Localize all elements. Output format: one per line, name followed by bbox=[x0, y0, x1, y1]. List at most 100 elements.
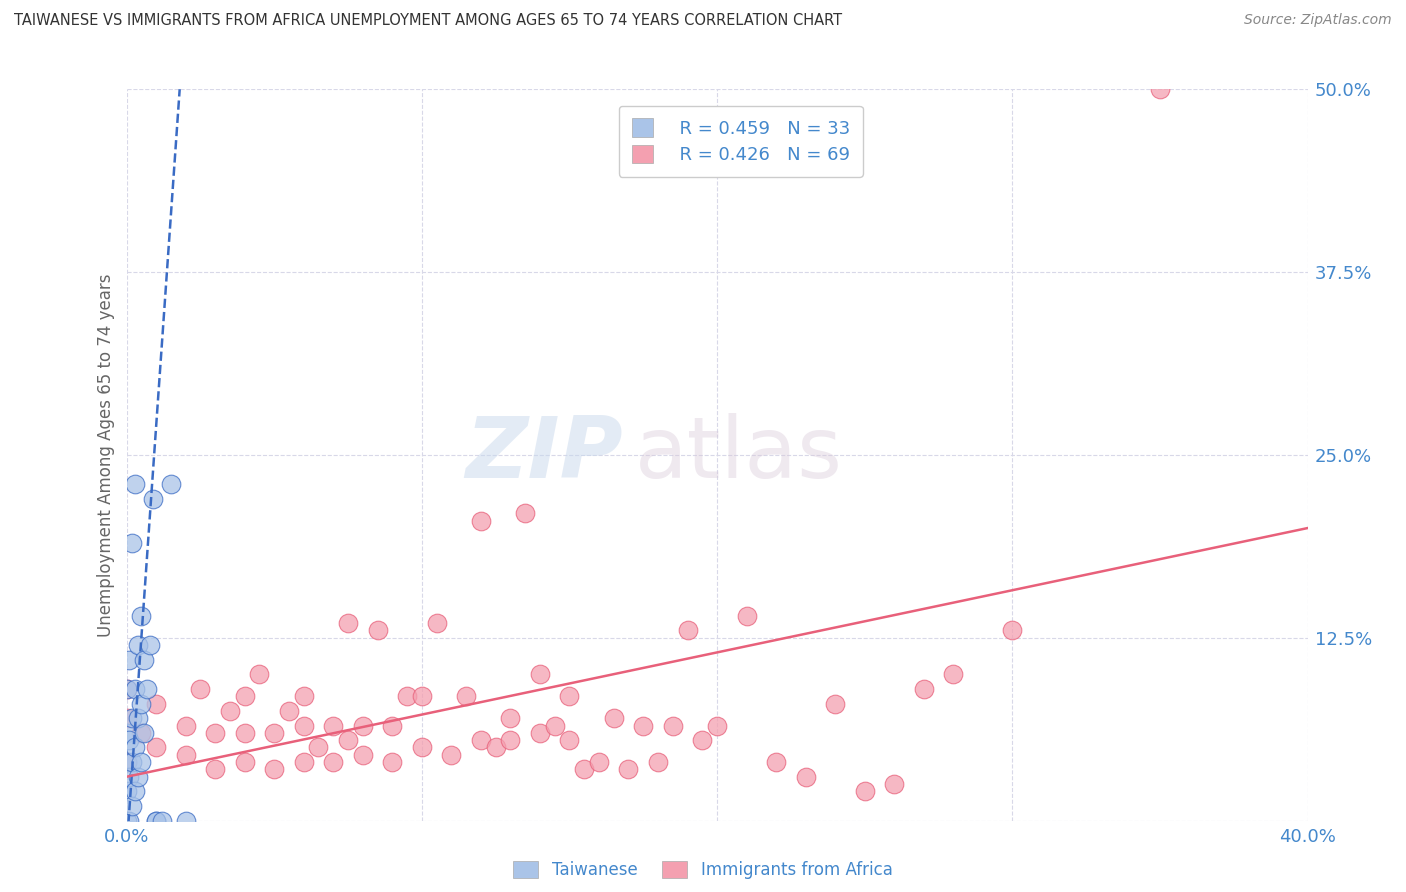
Point bbox=[121, 711, 143, 725]
Point bbox=[150, 814, 173, 828]
Point bbox=[735, 608, 758, 623]
Point bbox=[454, 690, 477, 704]
Point bbox=[676, 624, 699, 638]
Point bbox=[127, 770, 149, 784]
Point bbox=[470, 733, 492, 747]
Point bbox=[853, 784, 876, 798]
Point bbox=[558, 733, 581, 747]
Point bbox=[499, 733, 522, 747]
Point bbox=[174, 718, 197, 732]
Point bbox=[292, 755, 315, 769]
Point bbox=[129, 726, 153, 740]
Point bbox=[121, 799, 143, 814]
Point bbox=[515, 507, 537, 521]
Point bbox=[124, 477, 146, 491]
Point bbox=[233, 755, 256, 769]
Point bbox=[118, 770, 141, 784]
Point bbox=[794, 770, 817, 784]
Point bbox=[411, 690, 433, 704]
Point bbox=[145, 740, 167, 755]
Point bbox=[121, 535, 143, 549]
Point bbox=[558, 690, 581, 704]
Point bbox=[233, 726, 256, 740]
Point bbox=[690, 733, 713, 747]
Point bbox=[145, 814, 167, 828]
Point bbox=[134, 726, 156, 740]
Point bbox=[134, 653, 156, 667]
Text: ZIP: ZIP bbox=[465, 413, 623, 497]
Point bbox=[263, 763, 285, 777]
Point bbox=[706, 718, 728, 732]
Point bbox=[115, 755, 138, 769]
Point bbox=[617, 763, 640, 777]
Point bbox=[204, 763, 226, 777]
Point bbox=[396, 690, 419, 704]
Text: Source: ZipAtlas.com: Source: ZipAtlas.com bbox=[1244, 13, 1392, 28]
Point bbox=[159, 477, 183, 491]
Point bbox=[188, 681, 211, 696]
Point bbox=[381, 755, 404, 769]
Point bbox=[139, 638, 162, 652]
Point bbox=[118, 814, 141, 828]
Point bbox=[145, 814, 167, 828]
Point bbox=[142, 491, 165, 506]
Point bbox=[136, 681, 159, 696]
Point bbox=[129, 697, 153, 711]
Point bbox=[118, 733, 141, 747]
Text: TAIWANESE VS IMMIGRANTS FROM AFRICA UNEMPLOYMENT AMONG AGES 65 TO 74 YEARS CORRE: TAIWANESE VS IMMIGRANTS FROM AFRICA UNEM… bbox=[14, 13, 842, 29]
Point bbox=[129, 755, 153, 769]
Point bbox=[233, 690, 256, 704]
Legend: Taiwanese, Immigrants from Africa: Taiwanese, Immigrants from Africa bbox=[513, 861, 893, 880]
Point bbox=[121, 755, 143, 769]
Point bbox=[1001, 624, 1024, 638]
Point bbox=[174, 747, 197, 762]
Point bbox=[352, 718, 374, 732]
Point bbox=[292, 690, 315, 704]
Point bbox=[942, 667, 965, 681]
Point bbox=[824, 697, 846, 711]
Point bbox=[352, 747, 374, 762]
Point bbox=[883, 777, 905, 791]
Point bbox=[366, 624, 388, 638]
Point bbox=[263, 726, 285, 740]
Point bbox=[115, 784, 138, 798]
Point bbox=[115, 726, 138, 740]
Point bbox=[115, 681, 138, 696]
Point bbox=[118, 653, 141, 667]
Point bbox=[124, 784, 146, 798]
Point bbox=[912, 681, 935, 696]
Point bbox=[115, 711, 138, 725]
Point bbox=[588, 755, 610, 769]
Point bbox=[115, 681, 138, 696]
Point bbox=[574, 763, 596, 777]
Point bbox=[499, 711, 522, 725]
Point bbox=[124, 681, 146, 696]
Point bbox=[647, 755, 669, 769]
Point bbox=[307, 740, 329, 755]
Point bbox=[124, 740, 146, 755]
Point bbox=[543, 718, 565, 732]
Point bbox=[204, 726, 226, 740]
Legend:   R = 0.459   N = 33,   R = 0.426   N = 69: R = 0.459 N = 33, R = 0.426 N = 69 bbox=[619, 105, 862, 177]
Point bbox=[129, 608, 153, 623]
Point bbox=[322, 755, 344, 769]
Point bbox=[127, 638, 149, 652]
Y-axis label: Unemployment Among Ages 65 to 74 years: Unemployment Among Ages 65 to 74 years bbox=[97, 273, 115, 637]
Point bbox=[174, 814, 197, 828]
Point bbox=[337, 616, 360, 631]
Point bbox=[440, 747, 463, 762]
Point bbox=[247, 667, 270, 681]
Point bbox=[470, 514, 492, 528]
Point bbox=[115, 755, 138, 769]
Point bbox=[411, 740, 433, 755]
Point bbox=[425, 616, 447, 631]
Point bbox=[292, 718, 315, 732]
Point bbox=[278, 704, 301, 718]
Point bbox=[603, 711, 626, 725]
Point bbox=[219, 704, 242, 718]
Text: atlas: atlas bbox=[634, 413, 842, 497]
Point bbox=[381, 718, 404, 732]
Point bbox=[337, 733, 360, 747]
Point bbox=[529, 726, 551, 740]
Point bbox=[765, 755, 787, 769]
